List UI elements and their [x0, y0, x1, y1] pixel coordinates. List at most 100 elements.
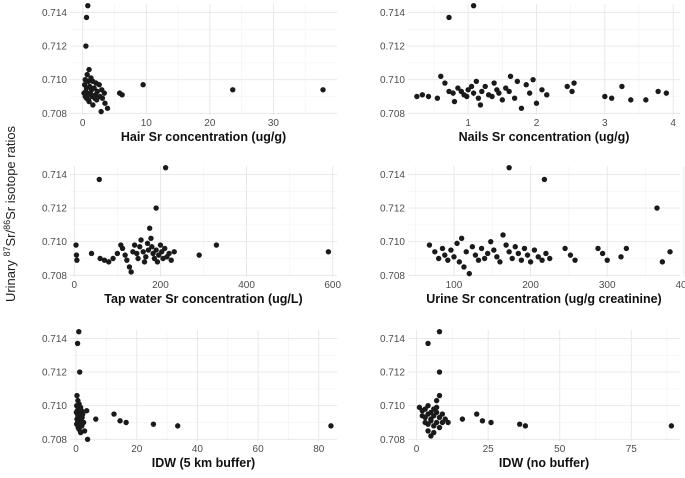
data-point — [442, 80, 448, 86]
data-point — [102, 100, 108, 106]
data-point — [93, 416, 99, 422]
data-point — [86, 66, 92, 73]
data-point — [436, 392, 443, 399]
data-point — [530, 76, 536, 83]
data-point — [500, 232, 506, 238]
data-point — [511, 95, 518, 101]
data-point — [547, 255, 553, 262]
data-point — [425, 340, 431, 347]
data-point — [463, 249, 469, 255]
data-point — [475, 257, 482, 263]
data-point — [131, 242, 138, 248]
data-point — [171, 249, 177, 255]
data-point — [73, 252, 80, 258]
y-axis-label-sup-86: 86 — [2, 220, 12, 230]
data-point — [527, 259, 534, 265]
data-point — [140, 82, 146, 88]
panel-y-ticks: 0.708 0.710 0.712 0.714 — [42, 170, 67, 282]
data-point — [541, 176, 548, 183]
y-tick-label: 0.712 — [42, 42, 67, 53]
data-point — [138, 237, 144, 243]
panel-x-ticks: 0 25 50 75 — [414, 444, 638, 455]
panel-x-ticks: 0 10 20 30 — [80, 118, 279, 129]
data-point — [162, 164, 169, 171]
x-tick-label: 80 — [313, 444, 325, 455]
data-point — [479, 88, 485, 95]
data-point — [213, 242, 220, 248]
data-point — [106, 259, 112, 265]
x-axis-label-tap-water-sr: Tap water Sr concentration (ug/L) — [104, 292, 302, 306]
y-tick-label: 0.708 — [380, 435, 405, 446]
x-tick-label: 400 — [675, 280, 685, 291]
y-tick-label: 0.712 — [380, 368, 405, 379]
data-point — [572, 257, 578, 263]
data-point — [499, 97, 506, 103]
data-point — [143, 254, 149, 260]
y-tick-label: 0.710 — [42, 75, 67, 86]
data-point — [123, 419, 129, 426]
y-axis-label-mid: Sr/ — [3, 230, 18, 247]
data-point — [569, 88, 575, 95]
data-point — [146, 225, 153, 231]
data-point — [84, 436, 91, 443]
data-point — [85, 78, 92, 85]
data-point — [439, 419, 446, 426]
data-point — [83, 14, 90, 21]
data-point — [77, 429, 84, 436]
panel-grid — [70, 166, 337, 277]
data-point — [135, 255, 141, 262]
x-tick-label: 0 — [80, 118, 86, 129]
data-point — [111, 411, 117, 417]
panel-points — [414, 2, 670, 111]
data-point — [149, 244, 155, 250]
data-point — [425, 411, 431, 417]
data-point — [468, 83, 475, 90]
data-point — [153, 247, 159, 253]
data-point — [414, 93, 420, 100]
y-axis-label: Urinary 87Sr/86Sr isotope ratios — [2, 125, 18, 302]
panel-x-ticks: 0 20 40 60 80 — [73, 444, 325, 455]
data-point — [446, 14, 452, 21]
data-point — [473, 78, 480, 85]
data-point — [166, 250, 172, 257]
x-axis-label-urine-sr: Urine Sr concentration (ug/g creatinine) — [426, 292, 661, 306]
data-point — [618, 254, 624, 260]
y-tick-label: 0.710 — [42, 401, 67, 412]
y-tick-label: 0.710 — [380, 75, 405, 86]
panel-points — [73, 328, 334, 443]
data-point — [604, 257, 610, 263]
x-tick-label: 50 — [554, 444, 566, 455]
data-point — [122, 252, 128, 258]
data-point — [543, 250, 549, 257]
panel-x-ticks: 0 200 400 600 — [72, 280, 342, 291]
data-point — [150, 421, 157, 427]
data-point — [162, 245, 168, 252]
data-point — [328, 423, 334, 429]
data-point — [474, 411, 480, 417]
x-axis-label-idw-5km: IDW (5 km buffer) — [152, 456, 255, 470]
x-tick-label: 10 — [141, 118, 153, 129]
data-point — [451, 98, 458, 105]
data-point — [469, 244, 476, 250]
data-point — [148, 235, 154, 242]
data-point — [531, 247, 538, 253]
data-point — [518, 105, 525, 111]
data-point — [74, 257, 80, 263]
data-point — [114, 250, 121, 257]
data-point — [435, 255, 442, 262]
data-point — [512, 244, 518, 250]
data-point — [654, 205, 660, 211]
data-point — [117, 418, 123, 424]
data-point — [433, 404, 440, 411]
x-tick-label: 40 — [192, 444, 204, 455]
y-tick-label: 0.710 — [42, 237, 67, 248]
data-point — [88, 250, 95, 257]
data-point — [481, 255, 488, 262]
data-point — [168, 257, 174, 263]
data-point — [175, 423, 181, 429]
data-point — [608, 95, 615, 101]
data-point — [83, 408, 90, 414]
data-point — [663, 90, 670, 96]
data-point — [110, 255, 116, 262]
